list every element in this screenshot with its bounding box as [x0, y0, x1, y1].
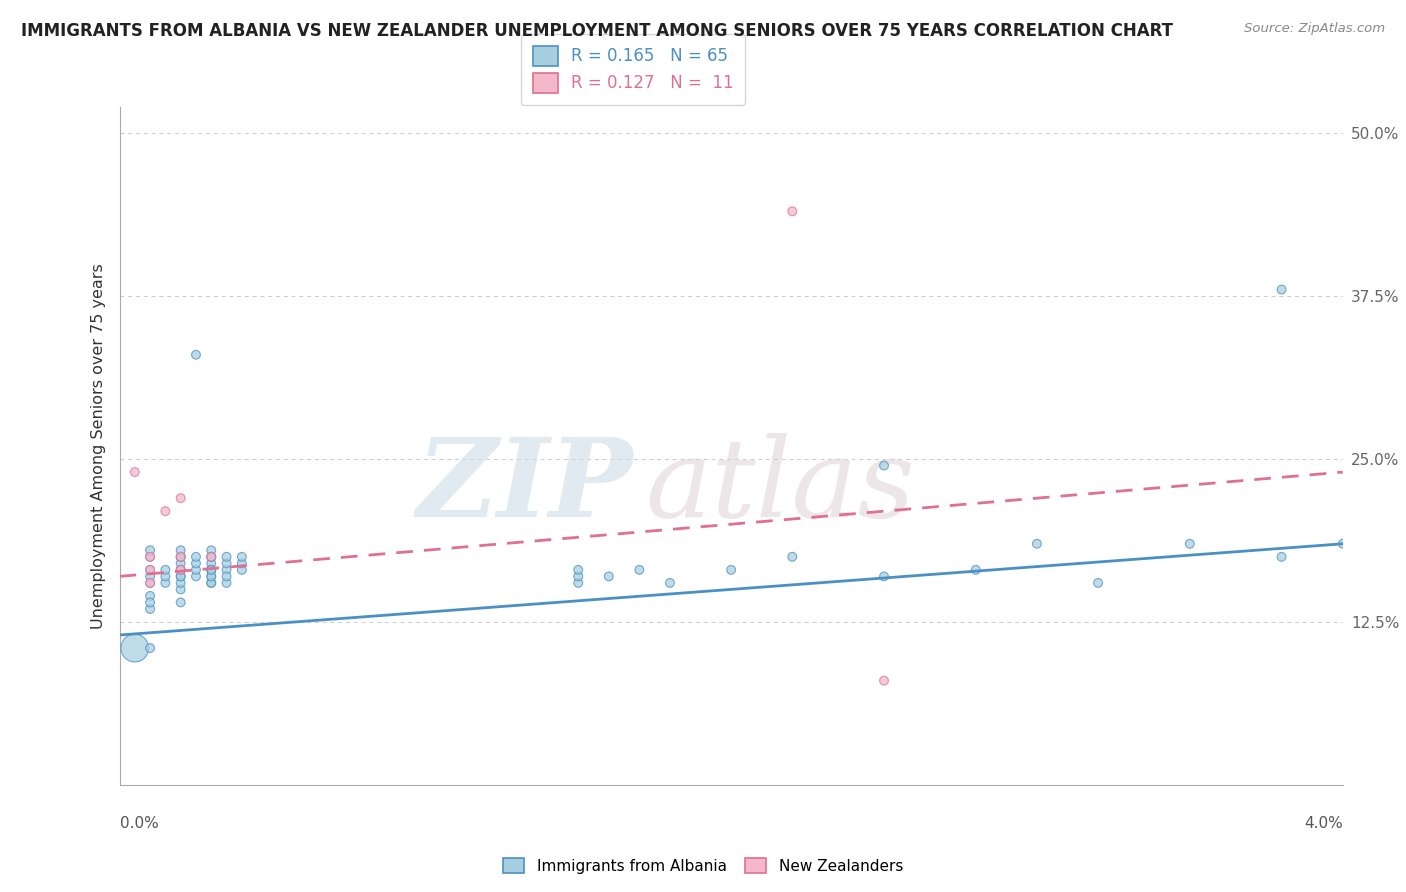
Point: [873, 673, 896, 688]
Point: [658, 575, 681, 590]
Point: [598, 569, 620, 583]
Point: [200, 569, 222, 583]
Point: [139, 595, 162, 609]
Point: [215, 557, 238, 571]
Point: [1026, 537, 1049, 551]
Point: [782, 204, 804, 219]
Point: [155, 569, 177, 583]
Point: [184, 563, 207, 577]
Text: ZIP: ZIP: [416, 433, 633, 541]
Point: [965, 563, 987, 577]
Point: [169, 557, 191, 571]
Legend: Immigrants from Albania, New Zealanders: Immigrants from Albania, New Zealanders: [496, 852, 910, 880]
Text: atlas: atlas: [645, 433, 915, 541]
Point: [200, 543, 222, 558]
Text: 4.0%: 4.0%: [1303, 816, 1343, 831]
Point: [200, 557, 222, 571]
Point: [200, 575, 222, 590]
Point: [231, 557, 253, 571]
Point: [139, 602, 162, 616]
Point: [873, 458, 896, 473]
Point: [200, 563, 222, 577]
Point: [200, 549, 222, 564]
Point: [200, 563, 222, 577]
Point: [215, 563, 238, 577]
Point: [231, 549, 253, 564]
Point: [1271, 283, 1294, 297]
Point: [1178, 537, 1201, 551]
Point: [200, 549, 222, 564]
Point: [1331, 537, 1354, 551]
Point: [155, 504, 177, 518]
Point: [720, 563, 742, 577]
Point: [169, 563, 191, 577]
Point: [139, 543, 162, 558]
Point: [139, 563, 162, 577]
Point: [124, 641, 146, 656]
Point: [200, 575, 222, 590]
Point: [184, 549, 207, 564]
Point: [169, 575, 191, 590]
Text: 0.0%: 0.0%: [120, 816, 159, 831]
Point: [169, 549, 191, 564]
Point: [139, 575, 162, 590]
Point: [139, 641, 162, 656]
Y-axis label: Unemployment Among Seniors over 75 years: Unemployment Among Seniors over 75 years: [90, 263, 105, 629]
Point: [155, 563, 177, 577]
Point: [567, 575, 589, 590]
Text: IMMIGRANTS FROM ALBANIA VS NEW ZEALANDER UNEMPLOYMENT AMONG SENIORS OVER 75 YEAR: IMMIGRANTS FROM ALBANIA VS NEW ZEALANDER…: [21, 22, 1173, 40]
Point: [139, 589, 162, 603]
Point: [1271, 549, 1294, 564]
Point: [139, 569, 162, 583]
Point: [169, 549, 191, 564]
Point: [184, 569, 207, 583]
Point: [169, 563, 191, 577]
Point: [139, 549, 162, 564]
Point: [169, 595, 191, 609]
Point: [155, 575, 177, 590]
Point: [200, 549, 222, 564]
Text: Source: ZipAtlas.com: Source: ZipAtlas.com: [1244, 22, 1385, 36]
Legend: R = 0.165   N = 65, R = 0.127   N =  11: R = 0.165 N = 65, R = 0.127 N = 11: [522, 34, 745, 104]
Point: [200, 569, 222, 583]
Point: [184, 348, 207, 362]
Point: [169, 549, 191, 564]
Point: [782, 549, 804, 564]
Point: [215, 549, 238, 564]
Point: [169, 569, 191, 583]
Point: [231, 563, 253, 577]
Point: [169, 582, 191, 597]
Point: [124, 465, 146, 479]
Point: [169, 563, 191, 577]
Point: [215, 569, 238, 583]
Point: [1087, 575, 1109, 590]
Point: [169, 491, 191, 505]
Point: [567, 569, 589, 583]
Point: [139, 549, 162, 564]
Point: [215, 575, 238, 590]
Point: [139, 563, 162, 577]
Point: [873, 569, 896, 583]
Point: [628, 563, 651, 577]
Point: [184, 557, 207, 571]
Point: [139, 575, 162, 590]
Point: [169, 569, 191, 583]
Point: [200, 563, 222, 577]
Point: [567, 563, 589, 577]
Point: [169, 543, 191, 558]
